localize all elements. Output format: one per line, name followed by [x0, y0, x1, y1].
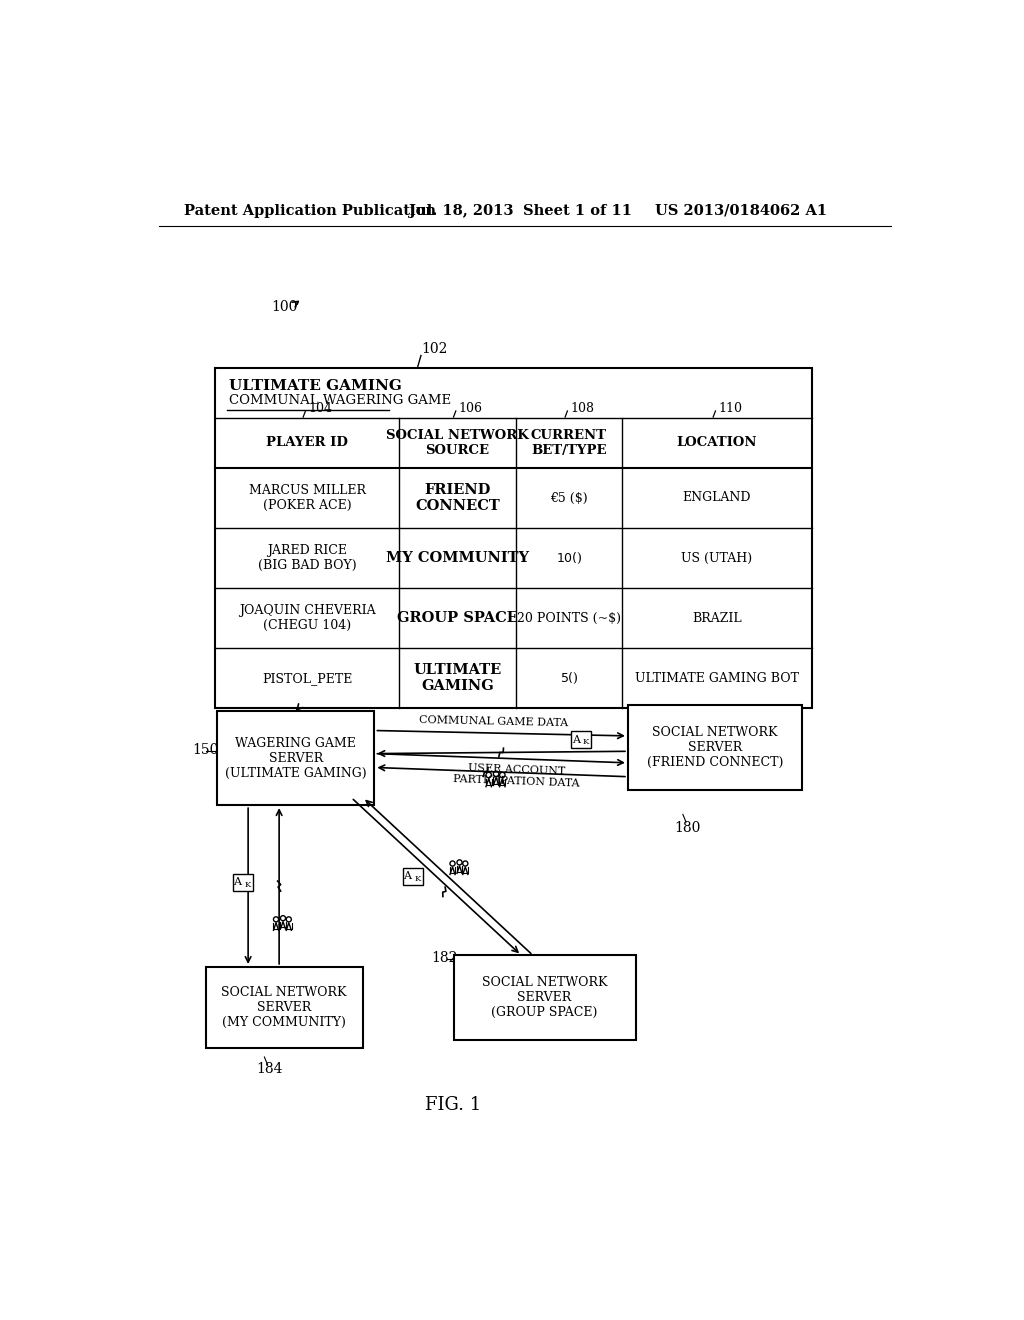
Text: 102: 102 — [421, 342, 447, 356]
Text: LOCATION: LOCATION — [677, 437, 758, 449]
Text: MY COMMUNITY: MY COMMUNITY — [386, 550, 528, 565]
Text: 184: 184 — [256, 1063, 283, 1076]
Text: 106: 106 — [459, 403, 483, 416]
Bar — [206, 966, 362, 1048]
Text: ULTIMATE
GAMING: ULTIMATE GAMING — [414, 663, 502, 693]
Text: $5  ($): $5 ($) — [559, 671, 579, 685]
Text: BRAZIL: BRAZIL — [692, 611, 741, 624]
Text: 108: 108 — [570, 403, 595, 416]
Bar — [232, 874, 253, 891]
Text: PISTOL_PETE: PISTOL_PETE — [262, 672, 352, 685]
Text: SOCIAL NETWORK
SERVER
(GROUP SPACE): SOCIAL NETWORK SERVER (GROUP SPACE) — [482, 977, 607, 1019]
Text: A: A — [233, 878, 241, 887]
Bar — [454, 956, 636, 1040]
Text: SOCIAL NETWORK
SERVER
(MY COMMUNITY): SOCIAL NETWORK SERVER (MY COMMUNITY) — [221, 986, 347, 1028]
Text: K: K — [415, 875, 421, 883]
Text: 182: 182 — [432, 950, 458, 965]
Text: A: A — [403, 871, 412, 882]
Text: FRIEND
CONNECT: FRIEND CONNECT — [415, 483, 500, 513]
Text: US 2013/0184062 A1: US 2013/0184062 A1 — [655, 203, 827, 218]
Bar — [217, 711, 375, 805]
Text: SOCIAL NETWORK
SOURCE: SOCIAL NETWORK SOURCE — [386, 429, 528, 457]
Text: Jul. 18, 2013: Jul. 18, 2013 — [409, 203, 513, 218]
Text: Sheet 1 of 11: Sheet 1 of 11 — [523, 203, 632, 218]
Text: JARED RICE
(BIG BAD BOY): JARED RICE (BIG BAD BOY) — [258, 544, 356, 572]
Bar — [215, 368, 812, 708]
Text: ULTIMATE GAMING BOT: ULTIMATE GAMING BOT — [635, 672, 799, 685]
Text: JOAQUIN CHEVERIA
(CHEGU 104): JOAQUIN CHEVERIA (CHEGU 104) — [239, 605, 376, 632]
Text: US (UTAH): US (UTAH) — [681, 552, 753, 565]
Text: COMMUNAL GAME DATA: COMMUNAL GAME DATA — [419, 715, 568, 729]
Text: COMMUNAL WAGERING GAME: COMMUNAL WAGERING GAME — [228, 395, 451, 407]
Text: €5 ($): €5 ($) — [550, 491, 588, 504]
Text: K: K — [245, 880, 251, 888]
Text: SOCIAL NETWORK
SERVER
(FRIEND CONNECT): SOCIAL NETWORK SERVER (FRIEND CONNECT) — [647, 726, 783, 770]
Text: ENGLAND: ENGLAND — [683, 491, 752, 504]
Text: $10  ($): $10 ($) — [556, 550, 583, 565]
Text: USER ACCOUNT
PARTICIPATION DATA: USER ACCOUNT PARTICIPATION DATA — [453, 762, 581, 788]
Bar — [571, 731, 592, 748]
Text: CURRENT
BET/TYPE: CURRENT BET/TYPE — [531, 429, 607, 457]
Bar — [402, 869, 423, 884]
Text: 100: 100 — [271, 300, 298, 314]
Text: GROUP SPACE: GROUP SPACE — [397, 611, 518, 626]
Text: 150: 150 — [193, 743, 219, 756]
Text: ULTIMATE GAMING: ULTIMATE GAMING — [228, 379, 401, 392]
Text: K: K — [583, 738, 589, 746]
Text: MARCUS MILLER
(POKER ACE): MARCUS MILLER (POKER ACE) — [249, 484, 366, 512]
Text: 180: 180 — [675, 821, 700, 836]
Text: PLAYER ID: PLAYER ID — [266, 437, 348, 449]
Text: Patent Application Publication: Patent Application Publication — [183, 203, 436, 218]
Text: WAGERING GAME
SERVER
(ULTIMATE GAMING): WAGERING GAME SERVER (ULTIMATE GAMING) — [225, 737, 367, 780]
Text: FIG. 1: FIG. 1 — [425, 1097, 481, 1114]
Text: 110: 110 — [719, 403, 742, 416]
Bar — [628, 705, 802, 789]
Text: 20 POINTS (~$): 20 POINTS (~$) — [517, 611, 621, 624]
Text: A: A — [571, 735, 580, 744]
Text: 104: 104 — [308, 403, 333, 416]
